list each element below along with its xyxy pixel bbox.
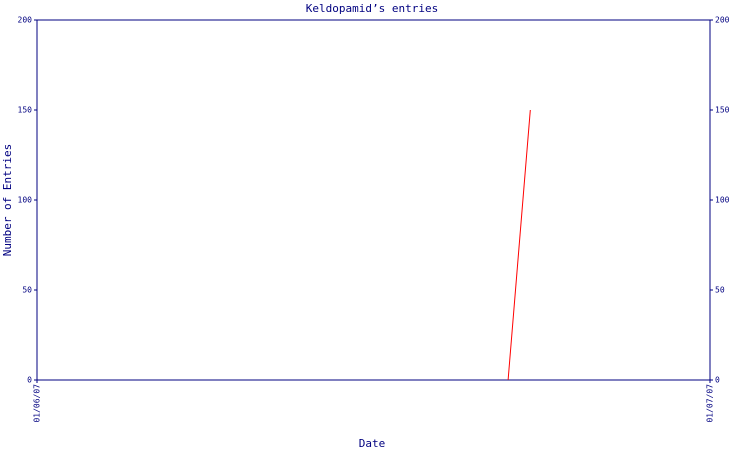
x-axis-label: Date xyxy=(359,437,386,450)
plot-frame xyxy=(36,19,711,381)
y-axis-label: Number of Entries xyxy=(1,144,14,257)
y2-tick-label: 50 xyxy=(715,286,725,295)
y2-tick-label: 0 xyxy=(715,376,720,385)
x-tick-label: 01/06/07 xyxy=(33,384,42,423)
y2-tick-label: 200 xyxy=(715,16,730,25)
chart-title: Keldopamid’s entries xyxy=(306,2,438,15)
y-tick-label: 50 xyxy=(22,286,32,295)
y-tick-label: 200 xyxy=(18,16,33,25)
y-tick-label: 0 xyxy=(27,376,32,385)
data-line xyxy=(507,109,531,381)
y2-tick-label: 150 xyxy=(715,106,730,115)
x-tick-label: 01/07/07 xyxy=(706,384,715,423)
y-tick-label: 150 xyxy=(18,106,33,115)
y-tick-label: 100 xyxy=(18,196,33,205)
y2-tick-label: 100 xyxy=(715,196,730,205)
